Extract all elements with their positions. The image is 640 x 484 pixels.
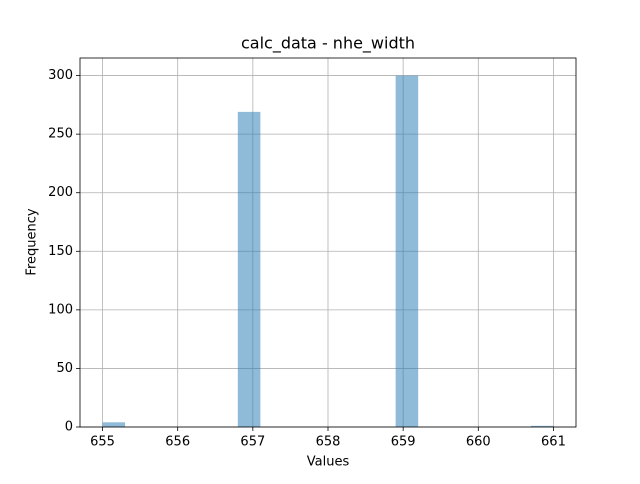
x-tick-label: 657 <box>240 435 265 450</box>
y-tick-label: 200 <box>48 185 73 200</box>
x-tick-label: 659 <box>391 435 416 450</box>
y-tick-label: 0 <box>65 420 73 435</box>
y-tick-label: 150 <box>48 244 73 259</box>
x-axis-label: Values <box>307 455 350 470</box>
bar <box>237 111 261 427</box>
bar <box>395 75 419 428</box>
bar <box>530 425 554 427</box>
y-axis-label: Frequency <box>25 208 40 275</box>
y-tick-label: 250 <box>48 127 73 142</box>
x-tick-label: 661 <box>541 435 566 450</box>
x-tick-label: 658 <box>316 435 341 450</box>
y-tick-label: 100 <box>48 302 73 317</box>
chart-title: calc_data - nhe_width <box>241 34 415 54</box>
y-tick-label: 300 <box>48 68 73 83</box>
x-tick-label: 655 <box>90 435 115 450</box>
x-tick-label: 660 <box>466 435 491 450</box>
x-tick-label: 656 <box>165 435 190 450</box>
y-tick-label: 50 <box>56 361 73 376</box>
bar <box>102 422 126 427</box>
